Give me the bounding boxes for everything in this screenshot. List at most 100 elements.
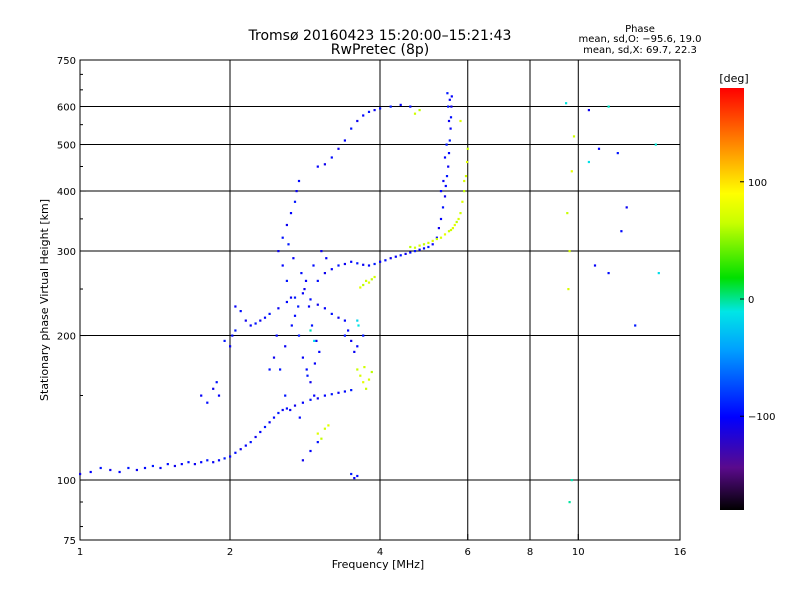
data-point [447,230,451,233]
data-point [337,264,340,267]
data-point [350,127,353,130]
data-point [451,227,454,230]
data-point [200,394,203,397]
data-point [309,398,312,401]
data-point [323,163,326,166]
data-point [379,260,382,263]
data-point [570,170,573,173]
data-point [365,279,368,282]
x-axis-ticks: 1 2 4 6 8 10 16 [77,59,686,558]
data-point [370,370,373,374]
data-point [362,114,365,117]
data-point [323,427,326,430]
data-point [325,257,328,260]
data-point [343,262,346,266]
data-point [657,272,660,275]
data-point [297,179,301,183]
data-point [303,288,306,291]
data-point [293,404,297,407]
data-point [313,394,316,397]
series-x-mode [316,109,576,440]
data-point [316,303,319,306]
data-point [439,217,443,221]
series-other [309,102,660,504]
colorbar: [deg] 100 0 −100 [719,72,775,510]
stats-heading: Phase [625,24,655,35]
data-point [444,184,447,188]
data-point [568,501,571,504]
data-point [350,260,353,263]
x-tick-label: 1 [77,547,83,558]
data-point [353,350,356,353]
data-point [206,401,209,404]
data-point [337,391,340,394]
data-point [316,165,319,168]
grid-lines [80,60,680,540]
series-o-mode [79,92,637,480]
colorbar-label: [deg] [719,72,748,85]
data-point [215,381,218,384]
data-point [457,217,460,221]
data-point [301,292,304,295]
data-point [268,421,271,424]
data-point [300,272,303,275]
data-point [367,264,371,267]
y-tick-label: 300 [57,247,76,258]
data-point [89,470,92,474]
data-point [587,109,590,112]
data-point [447,119,451,123]
data-point [297,334,301,337]
data-point [399,103,402,106]
data-point [461,200,464,203]
plot-area: 1 2 4 6 8 10 16 75 100 200 300 400 500 600 750 [57,56,686,558]
data-point [607,105,610,108]
data-point [330,156,333,159]
data-point [427,241,430,244]
data-point [343,139,346,142]
data-point [450,95,453,98]
data-point [357,324,360,327]
data-point [455,220,458,224]
data-point [409,105,412,108]
data-point [459,119,462,123]
colorbar-tick-label: −100 [748,412,775,423]
data-point [347,329,350,332]
data-point [307,305,311,308]
y-tick-label: 600 [57,103,76,114]
data-point [234,305,237,308]
data-point [459,212,462,215]
data-point [418,244,421,247]
y-tick-label: 75 [63,536,76,547]
data-point [413,246,417,249]
data-point [293,200,297,203]
data-point [272,356,276,359]
data-point [275,334,278,337]
data-point [304,279,308,282]
data-point [268,368,271,371]
data-point [443,195,447,198]
chart-title: Tromsø 20160423 15:20:00–15:21:43 [248,28,512,44]
data-point [127,466,130,470]
data-point [418,109,421,112]
data-point [607,272,610,275]
data-point [309,329,312,332]
data-point [306,374,309,377]
data-point [277,411,280,415]
data-point [289,408,292,412]
data-point [373,109,376,112]
data-point [439,190,443,193]
data-point [187,461,190,464]
data-point [99,466,102,470]
data-point [285,407,288,410]
data-point [284,394,287,397]
data-point [449,228,453,232]
data-point [466,147,469,150]
data-point [320,250,323,253]
x-tick-label: 10 [572,547,585,558]
data-point [223,457,226,460]
data-point [350,472,353,476]
data-point [367,281,371,284]
data-point [597,147,601,150]
y-axis-ticks: 75 100 200 300 400 500 600 750 [57,56,83,547]
